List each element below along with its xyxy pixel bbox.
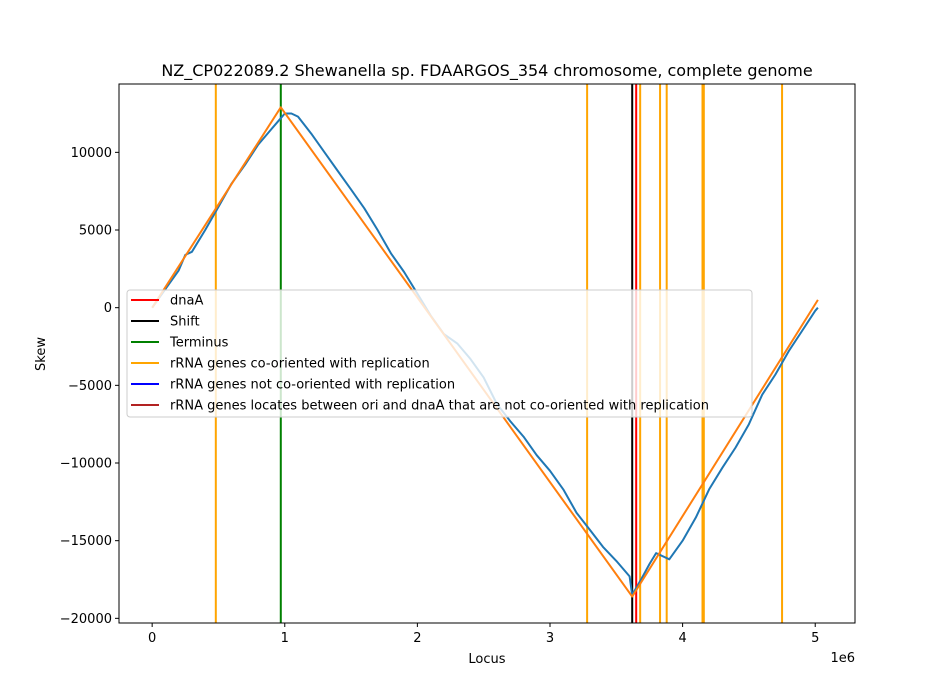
x-axis-offset-label: 1e6: [830, 651, 855, 666]
y-tick-label-0: −20000: [60, 612, 112, 627]
y-tick-label-4: 0: [104, 301, 112, 316]
x-axis-ticks: 0 1 2 3 4 5: [148, 623, 819, 646]
y-tick-label-3: −5000: [68, 379, 112, 394]
y-tick-label-5: 5000: [79, 224, 112, 239]
x-tick-label-0: 0: [148, 631, 156, 646]
legend-label-3: rRNA genes co-oriented with replication: [170, 357, 430, 372]
legend: dnaA Shift Terminus rRNA genes co-oriented …: [126, 289, 753, 418]
x-tick-label-4: 4: [678, 631, 686, 646]
legend-box: [126, 289, 753, 418]
y-axis-ticks: −20000 −15000 −10000 −5000 0 5000 10000: [60, 146, 119, 627]
x-tick-label-2: 2: [413, 631, 421, 646]
y-tick-label-6: 10000: [71, 146, 112, 161]
legend-label-2: Terminus: [169, 336, 229, 351]
x-axis-label: Locus: [468, 652, 505, 667]
legend-label-1: Shift: [170, 315, 200, 330]
legend-label-0: dnaA: [170, 294, 203, 309]
y-axis-label: Skew: [34, 337, 49, 371]
y-tick-label-2: −10000: [60, 457, 112, 472]
x-tick-label-1: 1: [281, 631, 289, 646]
x-tick-label-3: 3: [546, 631, 554, 646]
y-tick-label-1: −15000: [60, 534, 112, 549]
x-tick-label-5: 5: [811, 631, 819, 646]
chart-title: NZ_CP022089.2 Shewanella sp. FDAARGOS_35…: [161, 61, 812, 81]
legend-label-4: rRNA genes not co-oriented with replicat…: [170, 378, 455, 393]
plot-frame: [118, 83, 856, 624]
legend-label-5: rRNA genes locates between ori and dnaA …: [170, 399, 709, 414]
